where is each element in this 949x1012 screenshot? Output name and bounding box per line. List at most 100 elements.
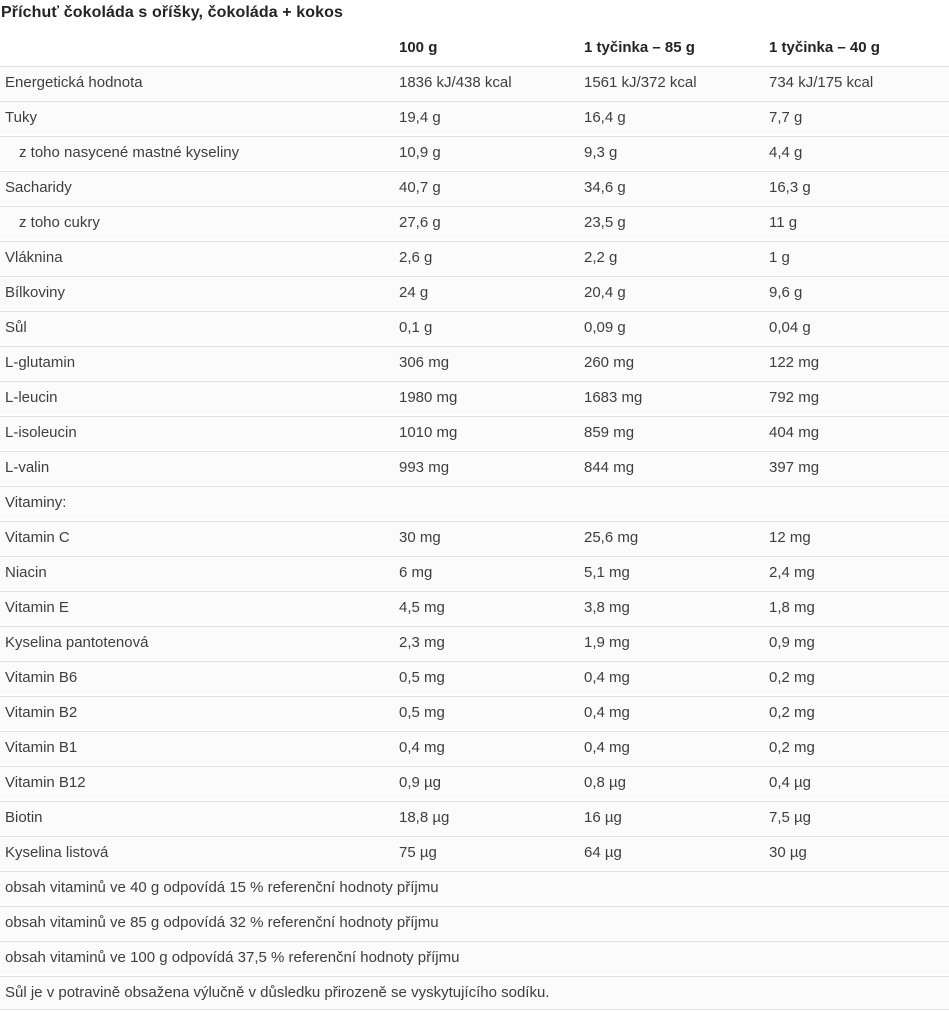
row-value: 9,6 g xyxy=(765,276,949,309)
row-label: Kyselina pantotenová xyxy=(0,626,395,659)
row-label: Vláknina xyxy=(0,241,395,274)
footnote-row: obsah vitaminů ve 100 g odpovídá 37,5 % … xyxy=(0,941,949,974)
row-value: 1683 mg xyxy=(580,381,765,414)
footnote-text: Sůl je v potravině obsažena výlučně v dů… xyxy=(0,976,949,1010)
row-value xyxy=(580,486,765,519)
row-value: 0,4 µg xyxy=(765,766,949,799)
table-header-row: 100 g 1 tyčinka – 85 g 1 tyčinka – 40 g xyxy=(0,33,949,64)
row-value: 5,1 mg xyxy=(580,556,765,589)
row-value xyxy=(395,486,580,519)
row-value: 859 mg xyxy=(580,416,765,449)
row-value: 34,6 g xyxy=(580,171,765,204)
row-label: L-glutamin xyxy=(0,346,395,379)
row-label: z toho cukry xyxy=(0,206,395,239)
row-value: 0,5 mg xyxy=(395,696,580,729)
row-value: 0,04 g xyxy=(765,311,949,344)
row-label: L-leucin xyxy=(0,381,395,414)
row-label: Vitaminy: xyxy=(0,486,395,519)
header-col-100g: 100 g xyxy=(395,33,580,64)
row-value: 1836 kJ/438 kcal xyxy=(395,66,580,99)
table-row: Vitamin B1 0,4 mg 0,4 mg 0,2 mg xyxy=(0,731,949,764)
row-value: 306 mg xyxy=(395,346,580,379)
table-row: z toho cukry 27,6 g 23,5 g 11 g xyxy=(0,206,949,239)
table-row: Vitamin C 30 mg 25,6 mg 12 mg xyxy=(0,521,949,554)
footnote-row: obsah vitaminů ve 40 g odpovídá 15 % ref… xyxy=(0,871,949,904)
table-row: z toho nasycené mastné kyseliny 10,9 g 9… xyxy=(0,136,949,169)
row-value: 2,3 mg xyxy=(395,626,580,659)
table-row: Sacharidy 40,7 g 34,6 g 16,3 g xyxy=(0,171,949,204)
table-row: Energetická hodnota 1836 kJ/438 kcal 156… xyxy=(0,66,949,99)
row-label: Niacin xyxy=(0,556,395,589)
row-value: 9,3 g xyxy=(580,136,765,169)
row-value: 3,8 mg xyxy=(580,591,765,624)
row-value xyxy=(765,486,949,519)
row-label: Tuky xyxy=(0,101,395,134)
table-row: Tuky 19,4 g 16,4 g 7,7 g xyxy=(0,101,949,134)
table-row: Kyselina listová 75 µg 64 µg 30 µg xyxy=(0,836,949,869)
row-value: 75 µg xyxy=(395,836,580,869)
row-label: Vitamin E xyxy=(0,591,395,624)
table-row: L-glutamin 306 mg 260 mg 122 mg xyxy=(0,346,949,379)
table-row: Kyselina pantotenová 2,3 mg 1,9 mg 0,9 m… xyxy=(0,626,949,659)
row-label: z toho nasycené mastné kyseliny xyxy=(0,136,395,169)
row-value: 20,4 g xyxy=(580,276,765,309)
row-value: 12 mg xyxy=(765,521,949,554)
table-row: Niacin 6 mg 5,1 mg 2,4 mg xyxy=(0,556,949,589)
row-value: 397 mg xyxy=(765,451,949,484)
row-label: Vitamin B1 xyxy=(0,731,395,764)
row-value: 1 g xyxy=(765,241,949,274)
row-value: 0,09 g xyxy=(580,311,765,344)
row-value: 11 g xyxy=(765,206,949,239)
header-col-85g: 1 tyčinka – 85 g xyxy=(580,33,765,64)
row-label: Vitamin B12 xyxy=(0,766,395,799)
table-row: Vitamin E 4,5 mg 3,8 mg 1,8 mg xyxy=(0,591,949,624)
header-col-40g: 1 tyčinka – 40 g xyxy=(765,33,949,64)
row-value: 260 mg xyxy=(580,346,765,379)
row-value: 19,4 g xyxy=(395,101,580,134)
row-value: 25,6 mg xyxy=(580,521,765,554)
row-value: 0,4 mg xyxy=(580,731,765,764)
row-label: Bílkoviny xyxy=(0,276,395,309)
row-value: 0,4 mg xyxy=(580,696,765,729)
row-value: 1,8 mg xyxy=(765,591,949,624)
row-value: 2,4 mg xyxy=(765,556,949,589)
table-row: L-isoleucin 1010 mg 859 mg 404 mg xyxy=(0,416,949,449)
row-value: 0,5 mg xyxy=(395,661,580,694)
row-label: Vitamin B2 xyxy=(0,696,395,729)
row-label: Vitamin C xyxy=(0,521,395,554)
row-value: 404 mg xyxy=(765,416,949,449)
table-row: L-leucin 1980 mg 1683 mg 792 mg xyxy=(0,381,949,414)
row-value: 16 µg xyxy=(580,801,765,834)
row-value: 64 µg xyxy=(580,836,765,869)
table-row: Vitamin B6 0,5 mg 0,4 mg 0,2 mg xyxy=(0,661,949,694)
row-value: 2,2 g xyxy=(580,241,765,274)
footnote-text: obsah vitaminů ve 40 g odpovídá 15 % ref… xyxy=(0,871,949,904)
row-value: 0,9 µg xyxy=(395,766,580,799)
footnote-text: obsah vitaminů ve 100 g odpovídá 37,5 % … xyxy=(0,941,949,974)
row-value: 0,4 mg xyxy=(580,661,765,694)
row-value: 23,5 g xyxy=(580,206,765,239)
header-empty-cell xyxy=(0,33,395,64)
table-row: Vláknina 2,6 g 2,2 g 1 g xyxy=(0,241,949,274)
row-value: 0,2 mg xyxy=(765,661,949,694)
table-row: Vitamin B2 0,5 mg 0,4 mg 0,2 mg xyxy=(0,696,949,729)
row-value: 122 mg xyxy=(765,346,949,379)
row-value: 30 mg xyxy=(395,521,580,554)
footnote-row: Sůl je v potravině obsažena výlučně v dů… xyxy=(0,976,949,1010)
row-value: 792 mg xyxy=(765,381,949,414)
row-value: 0,1 g xyxy=(395,311,580,344)
footnote-text: obsah vitaminů ve 85 g odpovídá 32 % ref… xyxy=(0,906,949,939)
row-value: 16,3 g xyxy=(765,171,949,204)
page-title: Příchuť čokoláda s oříšky, čokoláda + ko… xyxy=(1,4,344,21)
row-label: Vitamin B6 xyxy=(0,661,395,694)
table-row: Bílkoviny 24 g 20,4 g 9,6 g xyxy=(0,276,949,309)
row-label: L-isoleucin xyxy=(0,416,395,449)
row-value: 6 mg xyxy=(395,556,580,589)
row-value: 30 µg xyxy=(765,836,949,869)
table-row: L-valin 993 mg 844 mg 397 mg xyxy=(0,451,949,484)
row-label: L-valin xyxy=(0,451,395,484)
nutrition-table: 100 g 1 tyčinka – 85 g 1 tyčinka – 40 g … xyxy=(0,31,949,1012)
row-value: 1980 mg xyxy=(395,381,580,414)
row-value: 993 mg xyxy=(395,451,580,484)
